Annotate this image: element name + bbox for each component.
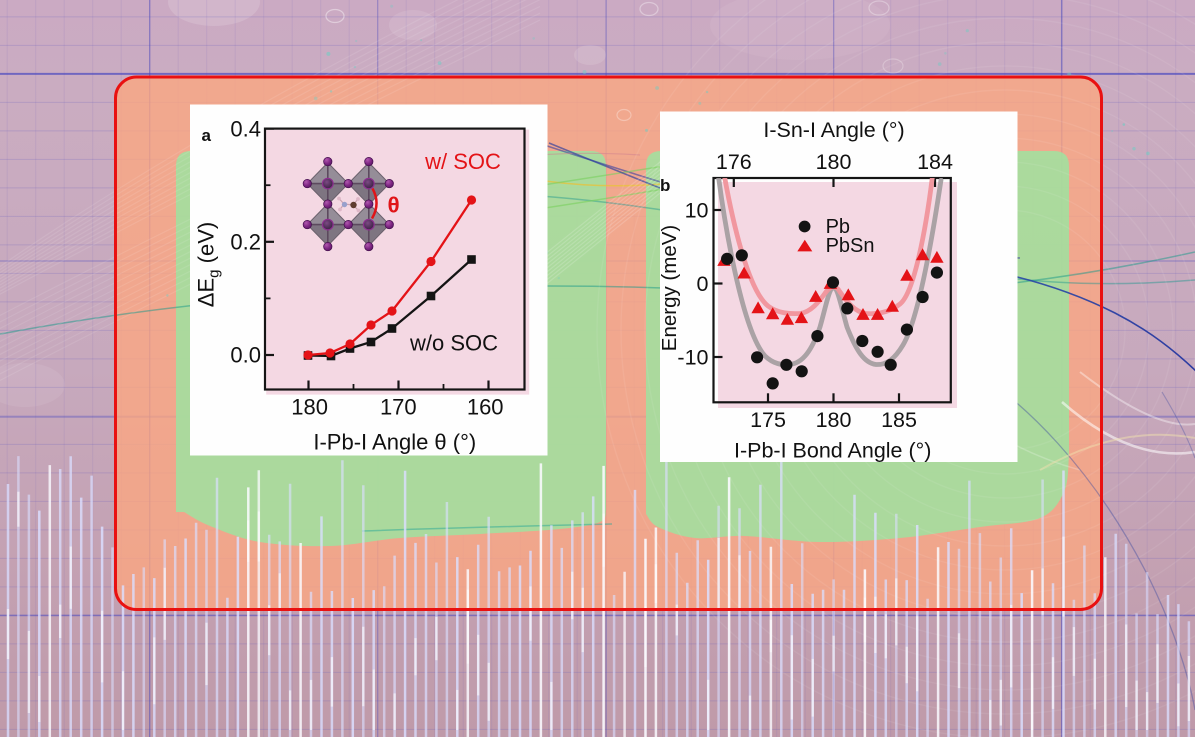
svg-text:w/o SOC: w/o SOC	[409, 331, 498, 356]
svg-text:180: 180	[291, 395, 328, 420]
svg-text:Energy (meV): Energy (meV)	[658, 225, 681, 351]
svg-text:a: a	[202, 126, 212, 145]
svg-text:I-Pb-I Angle θ (°): I-Pb-I Angle θ (°)	[313, 430, 476, 455]
svg-text:184: 184	[917, 150, 953, 174]
svg-text:10: 10	[685, 199, 709, 223]
svg-text:b: b	[660, 176, 670, 195]
svg-text:170: 170	[380, 395, 417, 420]
svg-text:PbSn: PbSn	[826, 235, 875, 257]
svg-text:160: 160	[467, 395, 504, 420]
svg-text:-10: -10	[677, 346, 708, 370]
svg-text:I-Pb-I Bond Angle (°): I-Pb-I Bond Angle (°)	[734, 439, 931, 463]
svg-text:185: 185	[881, 408, 917, 432]
svg-text:Pb: Pb	[826, 216, 850, 238]
svg-text:0.2: 0.2	[230, 230, 261, 255]
svg-text:w/ SOC: w/ SOC	[424, 149, 501, 174]
svg-text:I-Sn-I Angle (°): I-Sn-I Angle (°)	[763, 118, 904, 142]
svg-text:180: 180	[816, 150, 852, 174]
svg-text:176: 176	[716, 150, 752, 174]
svg-text:0: 0	[697, 272, 709, 296]
svg-text:0.4: 0.4	[230, 116, 261, 141]
svg-text:180: 180	[816, 408, 852, 432]
svg-text:175: 175	[750, 408, 786, 432]
svg-text:ΔEg (eV): ΔEg (eV)	[194, 222, 223, 307]
svg-text:0.0: 0.0	[230, 343, 261, 368]
svg-text:θ: θ	[388, 193, 400, 218]
